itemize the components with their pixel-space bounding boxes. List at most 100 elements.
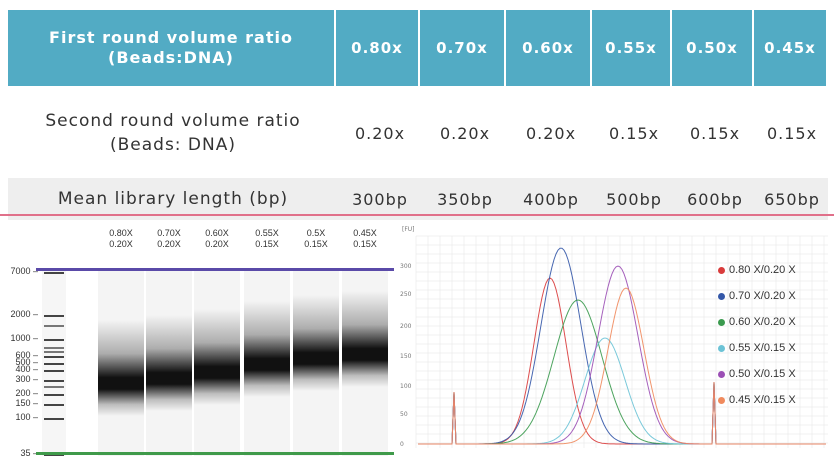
mean-length-value: 400bp: [523, 189, 579, 209]
size-marker-label: 100 –: [15, 411, 38, 422]
size-marker-label: 400 –: [15, 364, 38, 375]
mean-length-value: 350bp: [437, 189, 493, 209]
first-round-value: 0.45x: [754, 10, 826, 86]
mean-length-value: 600bp: [687, 189, 743, 209]
first-round-label-line2: (Beads:DNA): [108, 48, 234, 67]
mean-length-row: Mean library length (bp) 300bp 350bp 400…: [8, 178, 828, 220]
legend-dot-icon: [718, 396, 725, 404]
size-marker-label: 300 –: [15, 374, 38, 385]
legend-dot-icon: [718, 344, 725, 352]
size-marker-label: 35 –: [20, 448, 38, 458]
y-tick-label: 250: [400, 291, 412, 298]
legend-label: 0.55 X/0.15 X: [729, 342, 796, 354]
lane-second-ratio: 0.20X: [157, 239, 181, 249]
lane-first-ratio: 0.55X: [255, 228, 279, 238]
first-round-label-line1: First round volume ratio: [49, 28, 293, 47]
first-round-label: First round volume ratio (Beads:DNA): [8, 10, 336, 86]
sample-lane: [194, 270, 240, 456]
second-round-value: 0.15x: [689, 123, 741, 143]
size-marker-label: 150 –: [15, 398, 38, 408]
size-marker-label: 7000 –: [10, 266, 38, 276]
series-line: [418, 287, 826, 445]
y-tick-label: 0: [400, 441, 404, 448]
second-round-label-line1: Second round volume ratio: [45, 111, 301, 131]
lane-header: 0.70X 0.20X: [146, 228, 192, 250]
sample-band: [146, 314, 192, 411]
gel-image: 0.80X 0.20X 0.70X 0.20X 0.60X 0.20X 0.55X 0.15X…: [8, 222, 400, 468]
y-tick-label: 150: [400, 353, 412, 360]
second-round-value: 0.15x: [766, 123, 818, 143]
first-round-value: 0.55x: [592, 10, 672, 86]
y-tick-label: 300: [400, 263, 412, 270]
legend-label: 0.60 X/0.20 X: [729, 316, 796, 328]
lane-first-ratio: 0.70X: [157, 228, 181, 238]
ladder-band: [44, 386, 64, 389]
second-round-row: Second round volume ratio (Beads: DNA) 0…: [8, 98, 828, 168]
sample-lane: [244, 270, 290, 456]
lane-first-ratio: 0.5X: [306, 228, 326, 238]
first-round-value: 0.80x: [336, 10, 420, 86]
size-marker-label: 2000 –: [10, 309, 38, 320]
lane-header: 0.45X 0.15X: [342, 228, 388, 250]
legend-label: 0.70 X/0.20 X: [729, 290, 796, 302]
mean-length-value: 650bp: [764, 189, 820, 209]
sample-band: [293, 295, 339, 392]
sample-band: [244, 301, 290, 398]
ladder-band: [44, 351, 64, 354]
ladder-band: [44, 356, 64, 359]
lane-second-ratio: 0.20X: [205, 239, 229, 249]
legend-item: 0.45 X/0.15 X: [718, 394, 796, 406]
upper-marker-line: [36, 268, 394, 271]
divider-line: [0, 214, 834, 216]
ladder-band: [44, 362, 64, 365]
legend-item: 0.60 X/0.20 X: [718, 316, 796, 328]
sample-lane: [342, 270, 388, 456]
second-round-label-line2: (Beads: DNA): [109, 135, 237, 155]
y-tick-label: 100: [400, 383, 412, 390]
lane-header: 0.80X 0.20X: [98, 228, 144, 250]
second-round-label: Second round volume ratio (Beads: DNA): [8, 98, 338, 168]
legend-dot-icon: [718, 370, 725, 378]
y-tick-label: 200: [400, 323, 412, 330]
first-round-value: 0.70x: [420, 10, 506, 86]
lower-marker-line: [36, 452, 394, 455]
lane-second-ratio: 0.15X: [304, 239, 328, 249]
legend-item: 0.80 X/0.20 X: [718, 264, 796, 276]
lane-second-ratio: 0.20X: [109, 239, 133, 249]
legend-item: 0.55 X/0.15 X: [718, 342, 796, 354]
ladder-band: [44, 454, 64, 456]
lane-header: 0.5X 0.15X: [293, 228, 339, 250]
y-axis-label: [FU]: [402, 226, 415, 233]
lane-second-ratio: 0.15X: [353, 239, 377, 249]
ladder-lane: [42, 270, 66, 456]
ladder-band: [44, 394, 64, 397]
ladder-band: [44, 324, 64, 327]
sample-lane: [146, 270, 192, 456]
sample-lane: [98, 270, 144, 456]
sample-band: [194, 308, 240, 405]
electropherogram-svg: [FU] 300 250 200 150 100 50 0: [400, 226, 828, 448]
legend-dot-icon: [718, 318, 725, 326]
mean-length-value: 300bp: [352, 189, 408, 209]
second-round-value: 0.20x: [439, 123, 491, 143]
ladder-band: [44, 417, 64, 420]
sample-band: [342, 291, 388, 388]
lane-first-ratio: 0.60X: [205, 228, 229, 238]
lane-first-ratio: 0.45X: [353, 228, 377, 238]
second-round-value: 0.15x: [608, 123, 660, 143]
ladder-band: [44, 338, 64, 341]
y-tick-label: 50: [400, 411, 408, 418]
mean-length-label: Mean library length (bp): [57, 189, 289, 209]
first-round-value: 0.60x: [506, 10, 592, 86]
legend-label: 0.45 X/0.15 X: [729, 394, 796, 406]
lane-second-ratio: 0.15X: [255, 239, 279, 249]
ladder-band: [44, 404, 64, 406]
legend-label: 0.80 X/0.20 X: [729, 264, 796, 276]
mean-length-value: 500bp: [606, 189, 662, 209]
ladder-band: [44, 380, 64, 383]
size-marker-label: 200 –: [15, 388, 38, 399]
legend-dot-icon: [718, 266, 725, 274]
size-marker-label: 500 –: [15, 356, 38, 367]
lane-first-ratio: 0.80X: [109, 228, 133, 238]
electropherogram: [FU] 300 250 200 150 100 50 0 0.80 X/0.20 X 0.7…: [398, 222, 834, 468]
